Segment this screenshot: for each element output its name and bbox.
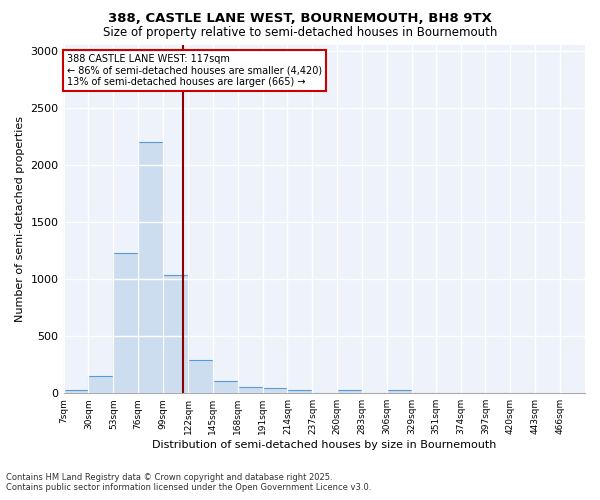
Bar: [138, 142, 163, 393]
X-axis label: Distribution of semi-detached houses by size in Bournemouth: Distribution of semi-detached houses by …: [152, 440, 496, 450]
Bar: [188, 360, 213, 393]
Bar: [287, 390, 313, 393]
Text: Size of property relative to semi-detached houses in Bournemouth: Size of property relative to semi-detach…: [103, 26, 497, 39]
Text: 388 CASTLE LANE WEST: 117sqm
← 86% of semi-detached houses are smaller (4,420)
1: 388 CASTLE LANE WEST: 117sqm ← 86% of se…: [67, 54, 322, 88]
Y-axis label: Number of semi-detached properties: Number of semi-detached properties: [15, 116, 25, 322]
Bar: [213, 380, 238, 393]
Bar: [163, 275, 188, 393]
Text: Contains HM Land Registry data © Crown copyright and database right 2025.
Contai: Contains HM Land Registry data © Crown c…: [6, 473, 371, 492]
Bar: [64, 390, 88, 393]
Bar: [113, 253, 138, 393]
Bar: [263, 388, 287, 393]
Bar: [88, 376, 113, 393]
Text: 388, CASTLE LANE WEST, BOURNEMOUTH, BH8 9TX: 388, CASTLE LANE WEST, BOURNEMOUTH, BH8 …: [108, 12, 492, 26]
Bar: [337, 390, 362, 393]
Bar: [238, 387, 263, 393]
Bar: [387, 390, 412, 393]
